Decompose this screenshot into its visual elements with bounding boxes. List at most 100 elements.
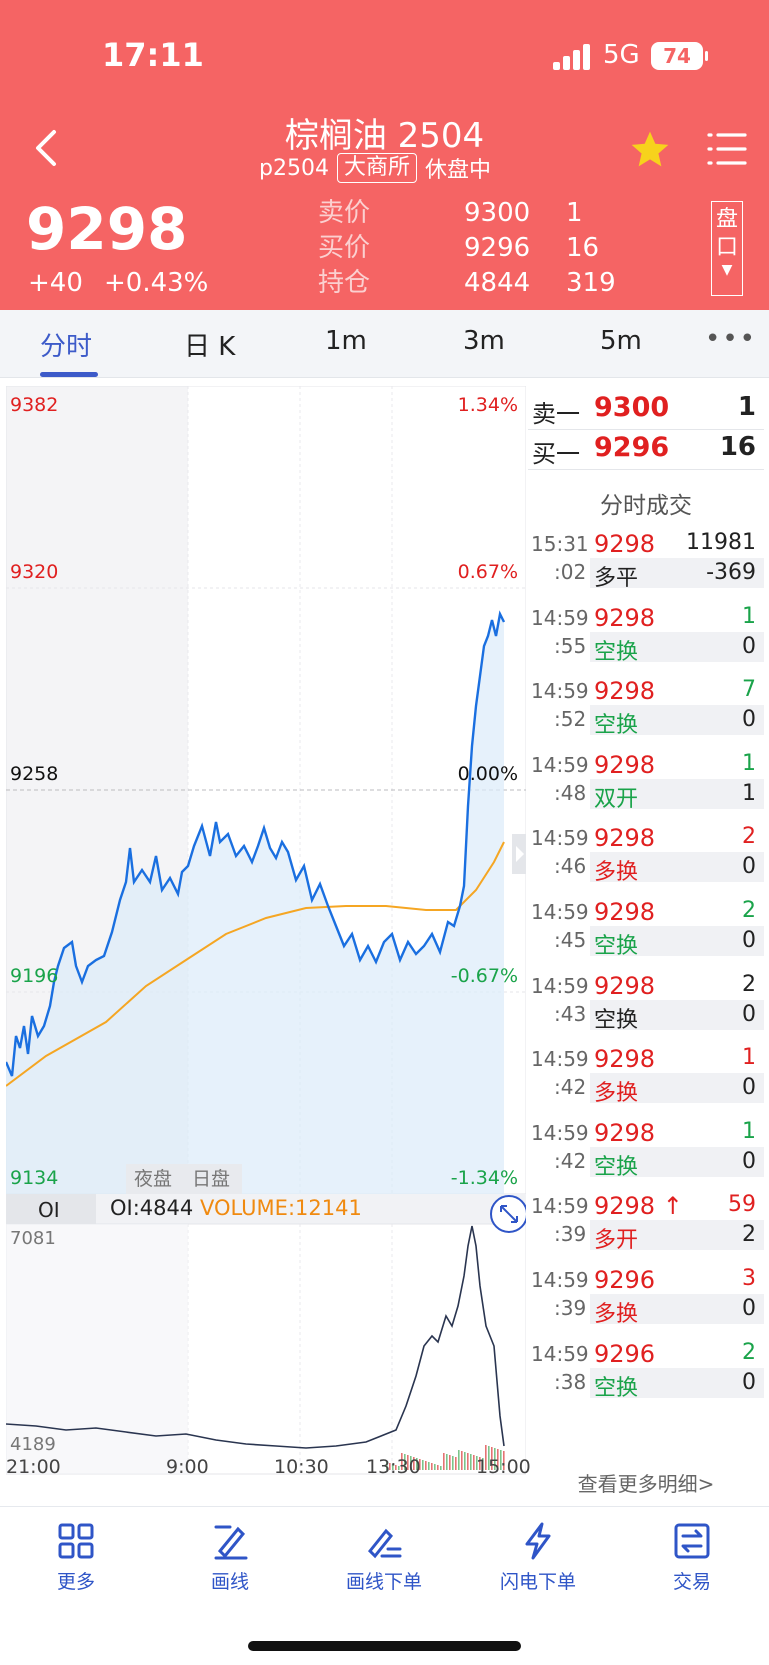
trade-side-panel: 卖一 9300 1 买一 9296 16 分时成交 15:31:02 9298 11… [528, 390, 764, 1496]
indicator-tab-oi[interactable]: OI [38, 1198, 60, 1222]
ticks-list: 15:31:02 9298 11981 多平 -369 14:59:55 9298 1 空换 0 1… [528, 530, 764, 1410]
nav-flash-order-label: 闪电下单 [499, 1571, 576, 1593]
pankou-label: 盘口 [715, 207, 738, 260]
bottom-toolbar: 更多 画线 画线下单 闪电下单 交易 [0, 1506, 769, 1601]
tick-oi-change: 0 [742, 1001, 756, 1027]
night-session-label: 夜盘 [134, 1168, 173, 1190]
tick-seconds: :39 [554, 1296, 587, 1320]
session-status: 休盘中 [424, 158, 491, 183]
tick-type: 多换 [594, 1081, 639, 1107]
favorite-star-icon[interactable] [628, 128, 672, 172]
tick-oi-change: 0 [742, 1075, 756, 1101]
quote-row-oi: 持仓 4844 319 [318, 268, 616, 298]
oi-value: OI:4844 [110, 1196, 194, 1220]
order-book-ask: 卖一 9300 1 [528, 390, 764, 430]
tab-5m[interactable]: 5m [600, 326, 642, 356]
tick-seconds: :42 [554, 1148, 587, 1173]
tick-type: 空换 [594, 713, 639, 739]
status-time: 17:11 [102, 36, 204, 74]
nav-draw-order[interactable]: 画线下单 [324, 1521, 444, 1594]
tick-volume: 1 [742, 1045, 756, 1071]
pct-tick-label: 0.67% [457, 561, 518, 583]
back-icon[interactable] [32, 128, 60, 168]
header: 17:11 5G 74 棕榈油 2504 p2504 大商所 休盘中 9298 … [0, 0, 769, 310]
tick-volume: 1 [742, 1118, 756, 1144]
pct-tick-label: -1.34% [450, 1167, 518, 1189]
tick-oi-change: 0 [742, 707, 756, 733]
time-axis-label: 9:00 [166, 1456, 209, 1478]
sub-bottom-label: 4189 [10, 1434, 56, 1455]
tick-seconds: :38 [554, 1369, 587, 1394]
intraday-chart[interactable]: 9382 9320 9258 9196 9134 1.34% 0.67% 0.0… [4, 385, 531, 1478]
tab-fenshi[interactable]: 分时 [40, 332, 93, 362]
nav-trade[interactable]: 交易 [632, 1521, 752, 1594]
tick-seconds: :55 [554, 633, 587, 658]
pankou-button[interactable]: 盘口 ▼ [711, 201, 743, 296]
quote-row-ask: 卖价 9300 1 [318, 198, 583, 228]
volume-value: VOLUME:12141 [200, 1196, 362, 1220]
tick-row: 14:59:39 9296 3 多换 0 [528, 1266, 764, 1330]
tick-row: 14:59:48 9298 1 双开 1 [528, 751, 764, 815]
tick-price: 9298 [594, 824, 656, 853]
ticks-title: 分时成交 [600, 493, 692, 519]
tick-type: 多平 [594, 566, 639, 591]
nav-flash-order[interactable]: 闪电下单 [478, 1521, 598, 1594]
tab-1m[interactable]: 1m [325, 326, 367, 356]
chart-svg [4, 385, 528, 1475]
tick-oi-change: 0 [742, 1369, 756, 1395]
tick-row: 15:31:02 9298 11981 多平 -369 [528, 530, 764, 594]
tick-volume: 3 [742, 1266, 756, 1291]
nav-more[interactable]: 更多 [16, 1521, 136, 1594]
lightning-icon [525, 1522, 551, 1560]
tick-oi-change: -369 [706, 560, 756, 585]
caret-down-icon: ▼ [721, 262, 733, 278]
menu-icon[interactable] [706, 130, 748, 168]
price-tick-label: 9258 [10, 763, 59, 785]
tick-row: 14:59:38 9296 2 空换 0 [528, 1340, 764, 1404]
price-change-pct: +0.43% [104, 268, 209, 298]
tick-oi-change: 1 [742, 780, 756, 806]
time-axis-label: 21:00 [6, 1456, 61, 1478]
tick-oi-change: 0 [742, 633, 756, 659]
tick-volume: 7 [742, 677, 756, 703]
tick-volume: 1 [742, 603, 756, 629]
tick-oi-change: 0 [742, 1148, 756, 1174]
tick-volume: 2 [742, 971, 756, 997]
price-tick-label: 9382 [10, 394, 59, 416]
tick-time: 15:31 [531, 532, 589, 556]
nav-draw[interactable]: 画线 [170, 1521, 290, 1594]
period-tabs: 分时 日 K 1m 3m 5m ••• [0, 310, 769, 378]
tick-time: 14:59 [531, 900, 589, 924]
tick-time: 14:59 [531, 1194, 589, 1219]
more-details-link[interactable]: 查看更多明细> [577, 1472, 715, 1496]
tick-time: 14:59 [531, 1120, 589, 1145]
price-change: +40 [28, 268, 83, 298]
network-label: 5G [603, 40, 640, 70]
time-axis-label: 15:00 [476, 1456, 531, 1478]
subtitle: p2504 大商所 休盘中 [259, 152, 491, 184]
tick-oi-change: 2 [742, 1222, 756, 1248]
tick-seconds: :43 [554, 1001, 587, 1026]
tick-oi-change: 0 [742, 1296, 756, 1321]
quote-panel: 卖价 9300 1 买价 9296 16 持仓 4844 319 [318, 196, 616, 301]
tick-type: 多开 [594, 1228, 639, 1254]
tab-3m[interactable]: 3m [463, 326, 505, 356]
more-tabs-icon[interactable]: ••• [705, 324, 758, 354]
price-tick-label: 9196 [10, 965, 59, 987]
nav-more-label: 更多 [56, 1571, 95, 1593]
tab-daily-k[interactable]: 日 K [184, 332, 236, 362]
tick-time: 14:59 [531, 1268, 589, 1292]
tick-type: 空换 [594, 1154, 639, 1180]
tick-volume: 2 [742, 1339, 756, 1365]
tick-seconds: :02 [554, 560, 587, 584]
tick-volume: 11981 [686, 530, 756, 555]
active-tab-indicator [40, 372, 98, 377]
tick-price: 9298 ↑ [594, 1192, 683, 1221]
tick-row: 14:59:42 9298 1 空换 0 [528, 1119, 764, 1183]
tick-time: 14:59 [531, 752, 589, 777]
tick-row: 14:59:42 9298 1 多换 0 [528, 1045, 764, 1109]
tick-row: 14:59:55 9298 1 空换 0 [528, 604, 764, 668]
battery-icon: 74 [651, 42, 708, 70]
tick-type: 多换 [594, 860, 639, 886]
tick-seconds: :46 [554, 854, 587, 879]
